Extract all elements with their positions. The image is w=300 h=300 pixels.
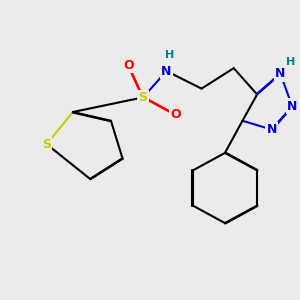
Text: N: N: [275, 68, 286, 80]
Text: S: S: [42, 138, 51, 151]
Text: O: O: [170, 108, 181, 122]
Text: O: O: [123, 59, 134, 72]
Text: N: N: [266, 123, 277, 136]
Text: N: N: [287, 100, 297, 113]
Text: S: S: [139, 91, 148, 104]
Text: N: N: [161, 64, 172, 78]
Text: H: H: [286, 57, 295, 67]
Text: H: H: [165, 50, 174, 60]
